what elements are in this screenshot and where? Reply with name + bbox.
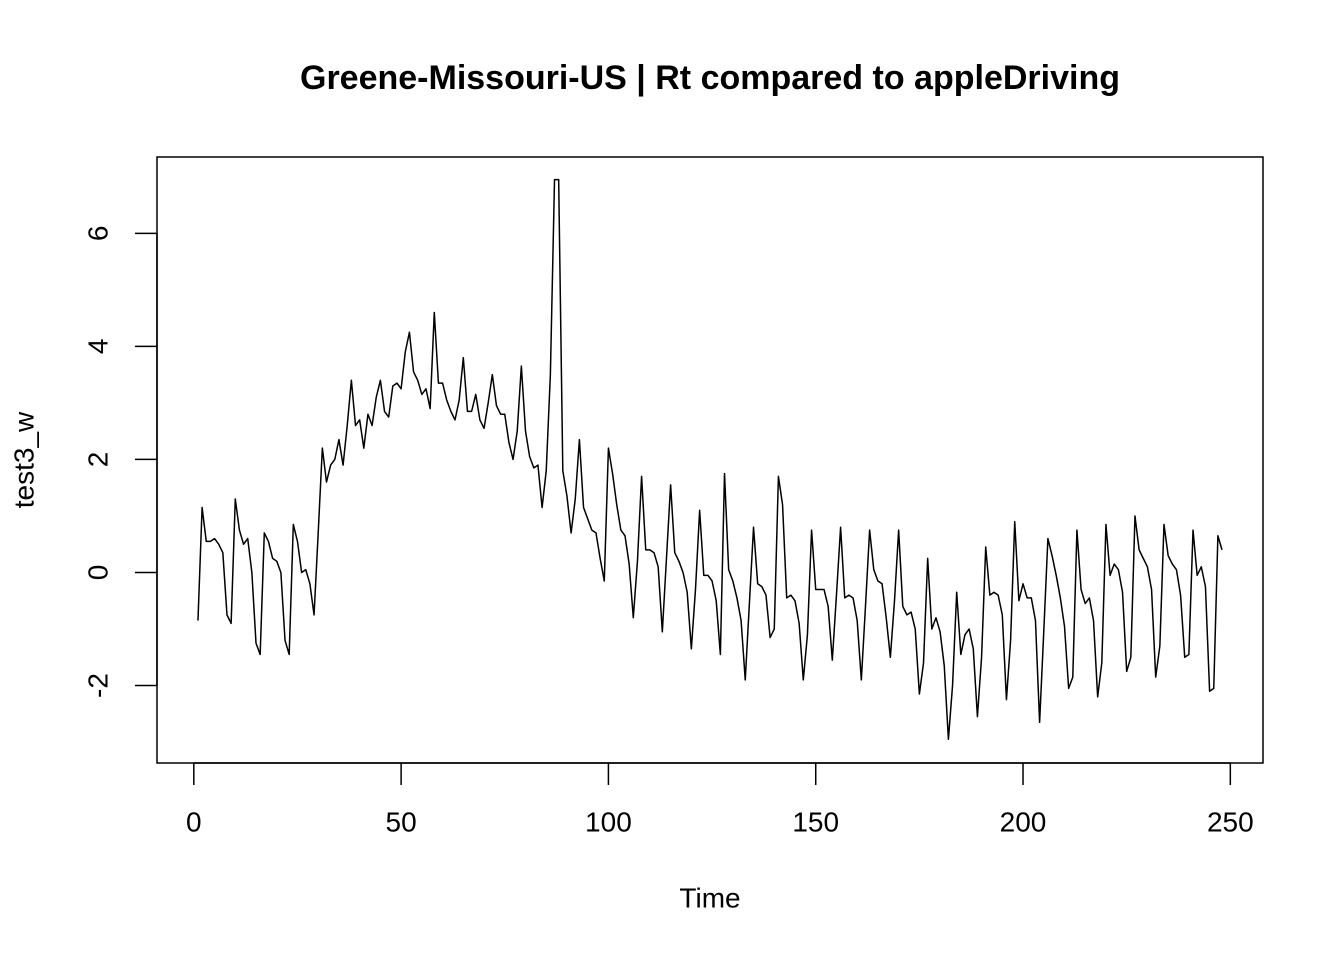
x-axis-label: Time	[679, 882, 740, 913]
y-axis-label: test3_w	[8, 411, 39, 508]
plot-box	[156, 156, 1264, 764]
y-tick-label: 4	[82, 339, 113, 355]
y-tick-label: 0	[82, 565, 113, 581]
x-tick-label: 0	[186, 806, 202, 837]
y-tick-label: 2	[82, 452, 113, 468]
series-line	[197, 178, 1223, 741]
y-tick-label: 6	[82, 226, 113, 242]
chart-title: Greene-Missouri-US | Rt compared to appl…	[300, 59, 1120, 97]
x-tick-label: 50	[386, 806, 417, 837]
x-tick-label: 200	[1000, 806, 1047, 837]
x-tick-label: 150	[792, 806, 839, 837]
x-tick-label: 100	[585, 806, 632, 837]
x-tick-label: 250	[1207, 806, 1254, 837]
y-tick-label: -2	[82, 673, 113, 698]
